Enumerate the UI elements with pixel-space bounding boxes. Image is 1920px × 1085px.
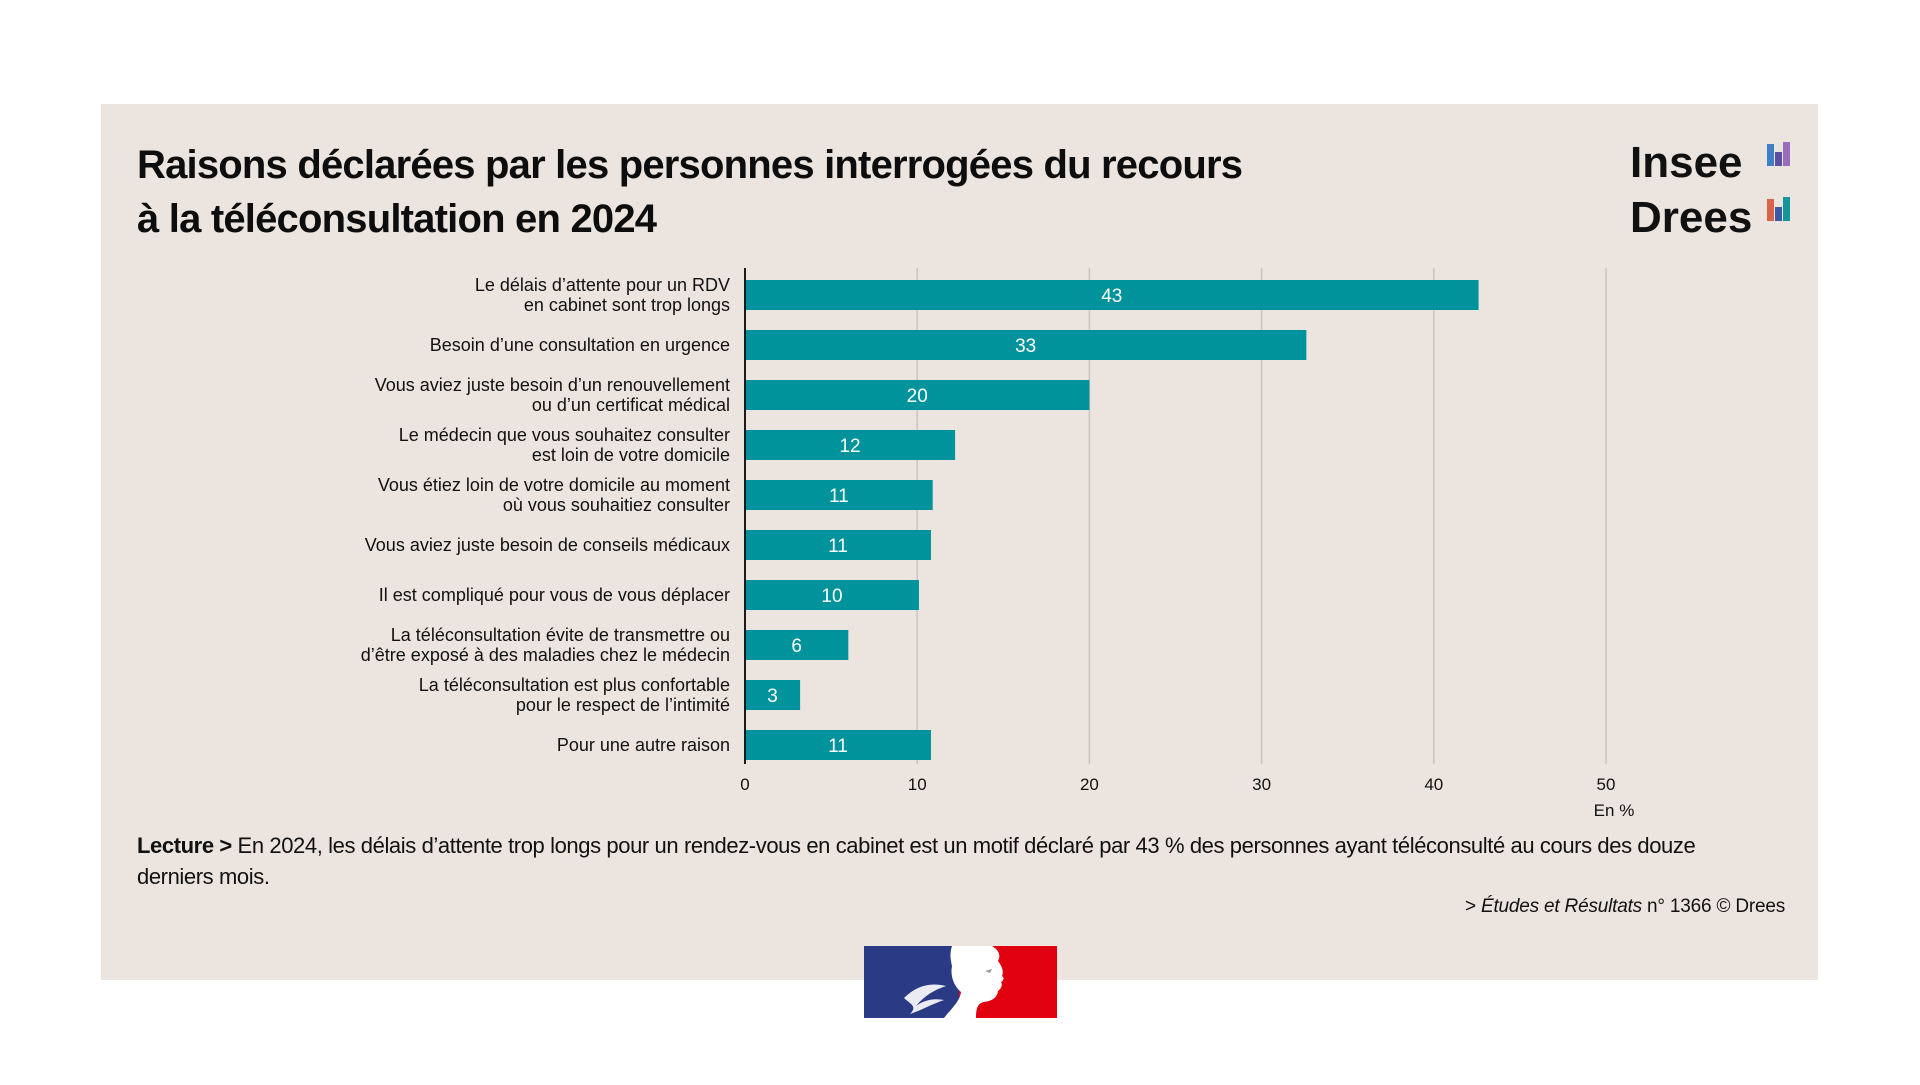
reading-note-text: En 2024, les délais d’attente trop longs… [137,833,1696,889]
reading-note-lead: Lecture > [137,833,232,858]
drees-wordmark: Drees [1630,193,1753,242]
source-citation: > Études et Résultats n° 1366 © Drees [1465,896,1785,918]
chart-title: Raisons déclarées par les personnes inte… [137,138,1243,246]
reading-note: Lecture > En 2024, les délais d’attente … [137,830,1737,892]
insee-wordmark: Insee [1630,138,1743,187]
drees-bar-2 [1775,207,1782,221]
insee-bar-2 [1775,152,1782,166]
drees-bars-icon [1767,195,1793,221]
insee-bar-1 [1767,144,1774,166]
chart-title-line-1: Raisons déclarées par les personnes inte… [137,143,1243,187]
figure-panel [101,104,1818,980]
chart-title-line-2: à la téléconsultation en 2024 [137,197,657,241]
insee-bar-3 [1783,142,1790,166]
source-prefix: > [1465,896,1481,917]
marianne-eye-icon [985,969,992,973]
source-suffix: n° 1366 © Drees [1641,896,1785,917]
source-publication: Études et Résultats [1481,896,1642,917]
marianne-hair-icon [904,984,946,1014]
drees-bar-3 [1783,197,1790,221]
republique-francaise-logo [864,946,1057,1018]
flag-blue [864,946,959,1018]
insee-drees-logo: Insee Drees [1630,138,1810,248]
insee-bars-icon [1767,140,1793,166]
drees-bar-1 [1767,199,1774,221]
marianne-profile-icon [944,946,1004,1018]
